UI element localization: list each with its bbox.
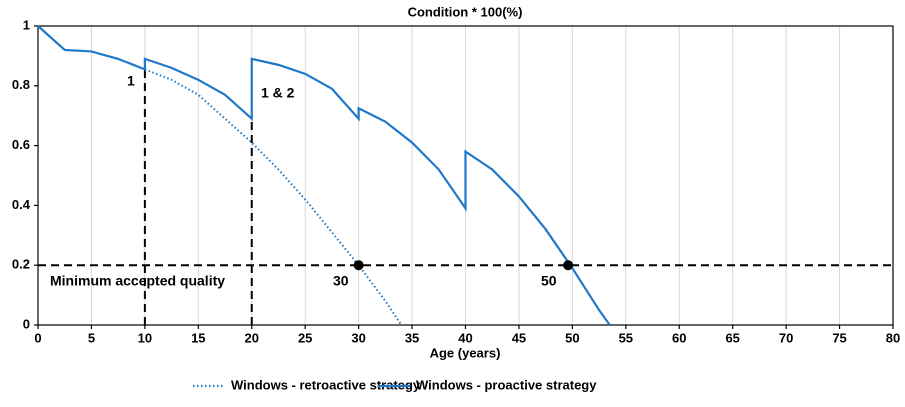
- x-tick-label: 75: [832, 330, 846, 345]
- x-tick-label: 55: [619, 330, 633, 345]
- x-tick-label: 45: [512, 330, 526, 345]
- x-tick-label: 10: [138, 330, 152, 345]
- x-tick-label: 15: [191, 330, 205, 345]
- y-tick-label: 0.8: [12, 77, 30, 92]
- y-tick-label: 0.6: [12, 137, 30, 152]
- annotation: 50: [541, 273, 557, 289]
- x-tick-label: 20: [245, 330, 259, 345]
- x-tick-label: 70: [779, 330, 793, 345]
- y-tick-label: 1: [23, 17, 30, 32]
- x-tick-label: 80: [886, 330, 900, 345]
- x-tick-label: 5: [88, 330, 95, 345]
- y-tick-label: 0.2: [12, 257, 30, 272]
- marker: [563, 260, 574, 271]
- x-tick-label: 50: [565, 330, 579, 345]
- legend-label: Windows - proactive strategy: [416, 377, 597, 392]
- marker: [353, 260, 364, 271]
- chart-title: Condition * 100(%): [408, 4, 523, 19]
- plot-frame: [37, 25, 894, 326]
- x-axis-label: Age (years): [430, 345, 501, 360]
- x-tick-label: 60: [672, 330, 686, 345]
- annotation: 30: [333, 273, 349, 289]
- annotation: Minimum accepted quality: [50, 273, 225, 289]
- annotation: 1: [127, 73, 135, 89]
- series-line: [144, 68, 403, 326]
- x-tick-label: 30: [351, 330, 365, 345]
- x-tick-label: 0: [34, 330, 41, 345]
- legend-label: Windows - retroactive strategy: [231, 377, 421, 392]
- x-tick-label: 25: [298, 330, 312, 345]
- x-tick-label: 65: [725, 330, 739, 345]
- y-tick-label: 0.4: [12, 197, 31, 212]
- series-line: [37, 25, 611, 326]
- annotation: 1 & 2: [261, 85, 295, 101]
- x-tick-label: 35: [405, 330, 419, 345]
- y-tick-label: 0: [23, 316, 30, 331]
- x-tick-label: 40: [458, 330, 472, 345]
